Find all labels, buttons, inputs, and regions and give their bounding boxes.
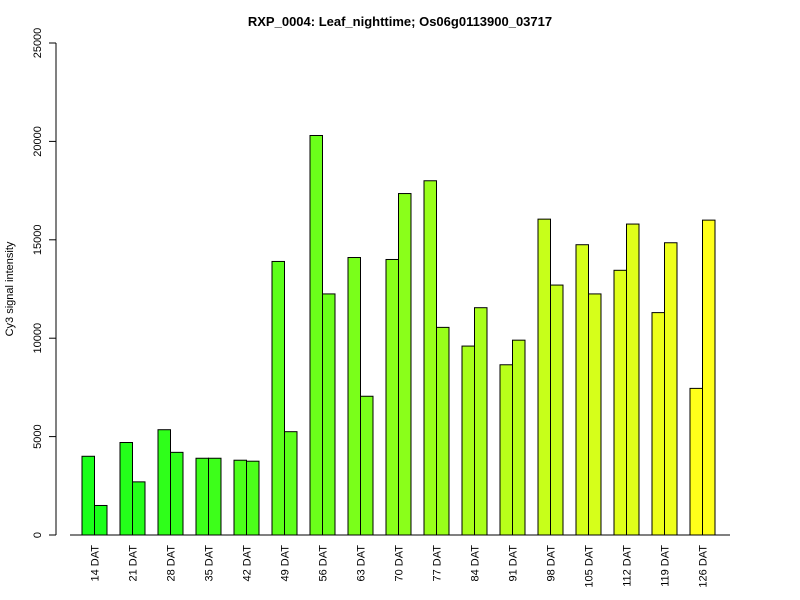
bar	[436, 326, 450, 536]
y-tick-label: 25000	[32, 28, 44, 59]
x-tick-label: 119 DAT	[660, 545, 672, 587]
y-axis: 0 5000 10000 15000 20000 25000	[32, 28, 57, 538]
x-tick-label: 35 DAT	[204, 545, 216, 582]
y-tick-label: 20000	[32, 126, 44, 157]
bar	[322, 293, 336, 536]
bar	[81, 455, 95, 536]
y-tick-label: 15000	[32, 225, 44, 256]
bar	[284, 431, 298, 536]
bar	[157, 429, 171, 536]
chart-title: RXP_0004: Leaf_nighttime; Os06g0113900_0…	[248, 14, 552, 29]
bar	[423, 180, 437, 536]
x-tick-label: 98 DAT	[546, 545, 558, 582]
bar	[385, 258, 399, 536]
bar	[499, 364, 513, 536]
bar	[588, 293, 602, 536]
bar	[119, 442, 133, 536]
x-tick-label: 77 DAT	[432, 545, 444, 582]
bar	[461, 345, 475, 536]
bar	[208, 457, 222, 536]
bar	[651, 312, 665, 536]
bar	[664, 242, 678, 536]
bar	[613, 269, 627, 536]
bar	[360, 395, 374, 536]
x-tick-label: 63 DAT	[356, 545, 368, 582]
x-tick-label: 56 DAT	[318, 545, 330, 582]
bar	[689, 387, 703, 536]
bar	[195, 457, 209, 536]
x-tick-label: 28 DAT	[166, 545, 178, 582]
bar	[309, 134, 323, 536]
y-axis-label: Cy3 signal intensity	[4, 241, 16, 336]
bar	[132, 481, 146, 536]
x-tick-label: 105 DAT	[584, 545, 596, 588]
bar	[550, 284, 564, 536]
x-tick-labels: 14 DAT 21 DAT 28 DAT 35 DAT 42 DAT 49 DAT 56 D…	[90, 545, 710, 588]
bar	[246, 460, 260, 536]
x-tick-label: 70 DAT	[394, 545, 406, 582]
bar	[347, 257, 361, 536]
bar	[512, 339, 526, 536]
y-tick-label: 5000	[32, 424, 44, 448]
x-tick-label: 14 DAT	[90, 545, 102, 582]
bar	[575, 244, 589, 536]
x-tick-label: 126 DAT	[698, 545, 710, 588]
bar	[474, 307, 488, 536]
bar	[537, 218, 551, 536]
bar	[170, 451, 184, 536]
bar	[626, 223, 640, 536]
x-tick-label: 42 DAT	[242, 545, 254, 582]
bars	[81, 134, 716, 536]
bar	[233, 459, 247, 536]
x-tick-label: 49 DAT	[280, 545, 292, 582]
y-tick-label: 0	[32, 532, 44, 538]
x-tick-label: 112 DAT	[622, 545, 634, 587]
bar	[271, 260, 285, 536]
bar	[702, 219, 716, 536]
x-tick-label: 84 DAT	[470, 545, 482, 582]
bar	[94, 504, 108, 536]
x-tick-label: 91 DAT	[508, 545, 520, 582]
y-tick-label: 10000	[32, 323, 44, 354]
bar	[398, 193, 412, 536]
x-tick-label: 21 DAT	[128, 545, 140, 582]
